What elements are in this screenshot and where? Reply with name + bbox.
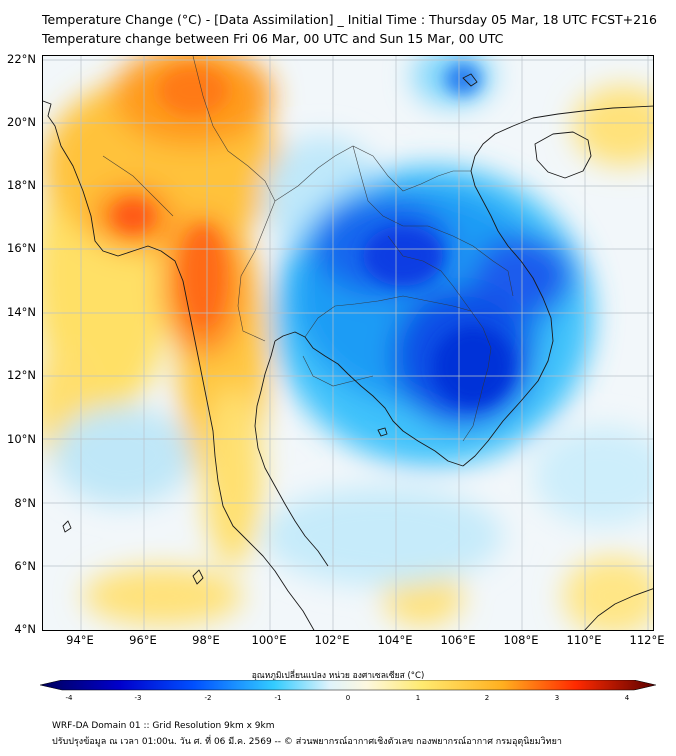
lat-label-6n: 6°N <box>14 559 36 573</box>
chart-title: Temperature Change (°C) - [Data Assimila… <box>42 12 657 27</box>
lon-label-96e: 96°E <box>129 633 157 647</box>
lon-label-110e: 110°E <box>566 633 602 647</box>
lon-label-104e: 104°E <box>377 633 413 647</box>
colorbar-tick-3: 3 <box>554 694 560 702</box>
lon-label-106e: 106°E <box>440 633 476 647</box>
footer-credit: ปรับปรุงข้อมูล ณ เวลา 01:00น. วัน ศ. ที่… <box>52 737 562 747</box>
temperature-change-map <box>43 56 653 630</box>
lat-label-12n: 12°N <box>7 368 36 382</box>
colorbar-tick-4: 4 <box>624 694 630 702</box>
colorbar-tick-2: 2 <box>484 694 490 702</box>
lat-label-10n: 10°N <box>7 432 36 446</box>
colorbar-ramp <box>40 680 656 691</box>
lon-label-98e: 98°E <box>192 633 220 647</box>
lon-label-100e: 100°E <box>251 633 287 647</box>
lat-label-14n: 14°N <box>7 305 36 319</box>
footer-domain-info: WRF-DA Domain 01 :: Grid Resolution 9km … <box>52 721 275 731</box>
lon-label-108e: 108°E <box>503 633 539 647</box>
map-panel[interactable] <box>42 55 654 631</box>
lat-label-20n: 20°N <box>7 115 36 129</box>
colorbar-title: อุณหภูมิเปลี่ยนแปลง หน่วย องศาเซลเซียส (… <box>251 671 425 681</box>
colorbar-tick-1: 1 <box>415 694 421 702</box>
colorbar-tick-neg4: -4 <box>65 694 73 702</box>
colorbar <box>40 680 656 691</box>
lat-label-16n: 16°N <box>7 241 36 255</box>
lat-label-22n: 22°N <box>7 52 36 66</box>
graticule <box>43 56 653 630</box>
colorbar-tick-0: 0 <box>345 694 351 702</box>
lon-label-94e: 94°E <box>66 633 94 647</box>
lat-label-18n: 18°N <box>7 178 36 192</box>
lat-label-8n: 8°N <box>14 496 36 510</box>
lon-label-112e: 112°E <box>629 633 665 647</box>
colorbar-tick-neg2: -2 <box>204 694 212 702</box>
lon-label-102e: 102°E <box>314 633 350 647</box>
colorbar-tick-neg3: -3 <box>134 694 142 702</box>
coastlines <box>43 73 653 630</box>
chart-subtitle: Temperature change between Fri 06 Mar, 0… <box>42 31 504 46</box>
borders <box>102 56 514 442</box>
colorbar-tick-neg1: -1 <box>274 694 282 702</box>
lat-label-4n: 4°N <box>14 622 36 636</box>
temperature-field <box>43 56 653 630</box>
